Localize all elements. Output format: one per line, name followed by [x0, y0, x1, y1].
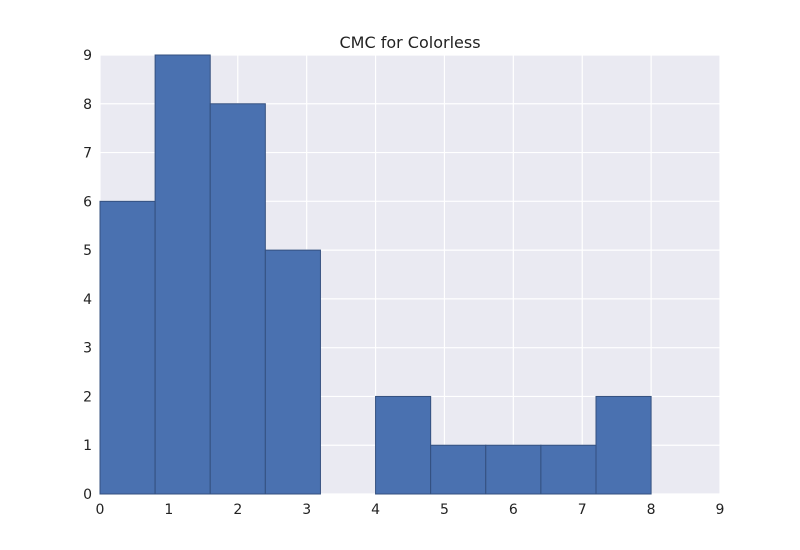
- histogram-bar: [485, 444, 542, 495]
- x-tick-label: 5: [440, 502, 449, 518]
- y-tick-label: 8: [83, 97, 92, 113]
- histogram-bar: [99, 200, 156, 495]
- x-tick-label: 1: [164, 502, 173, 518]
- x-tick-label: 6: [509, 502, 518, 518]
- histogram-bar: [540, 444, 597, 495]
- y-axis-ticks: 0 1 2 3 4 5 6 7 8 9: [83, 48, 92, 503]
- histogram-bar: [430, 444, 487, 495]
- x-axis-ticks: 0 1 2 3 4 5 6 7 8 9: [96, 502, 725, 518]
- y-tick-label: 3: [83, 341, 92, 357]
- x-tick-label: 3: [302, 502, 311, 518]
- y-tick-label: 5: [83, 243, 92, 259]
- x-tick-label: 2: [233, 502, 242, 518]
- x-tick-label: 8: [647, 502, 656, 518]
- x-tick-label: 9: [716, 502, 725, 518]
- y-tick-label: 2: [83, 389, 92, 405]
- x-tick-label: 4: [371, 502, 380, 518]
- y-tick-label: 7: [83, 146, 92, 162]
- x-tick-label: 7: [578, 502, 587, 518]
- x-tick-label: 0: [96, 502, 105, 518]
- y-tick-label: 1: [83, 438, 92, 454]
- histogram-bar: [375, 395, 432, 495]
- histogram-bar: [264, 249, 321, 495]
- y-tick-label: 4: [83, 292, 92, 308]
- y-tick-label: 6: [83, 194, 92, 210]
- bars: [99, 54, 652, 495]
- histogram-bar: [154, 54, 211, 495]
- histogram-bar: [209, 103, 266, 495]
- y-tick-label: 0: [83, 487, 92, 503]
- y-tick-label: 9: [83, 48, 92, 64]
- chart-title: CMC for Colorless: [339, 33, 480, 52]
- histogram-bar: [595, 395, 652, 495]
